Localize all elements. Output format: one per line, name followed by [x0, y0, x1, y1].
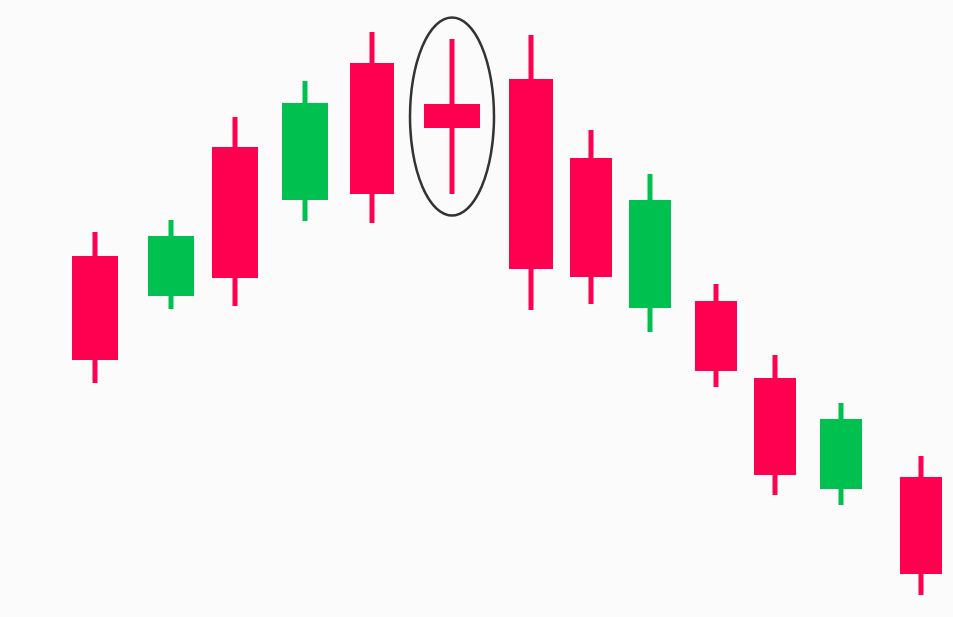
candle-body — [72, 256, 118, 360]
candle-12 — [820, 403, 862, 505]
candle-body — [424, 104, 480, 128]
candle-body — [629, 200, 671, 308]
highlight-circle — [408, 16, 496, 217]
candle-4 — [282, 81, 328, 221]
candle-body — [350, 63, 394, 194]
candle-7 — [509, 35, 553, 310]
candle-10 — [695, 284, 737, 387]
candle-9 — [629, 174, 671, 332]
candle-body — [148, 236, 194, 296]
candle-11 — [754, 355, 796, 495]
candle-13 — [900, 456, 942, 595]
candle-body — [212, 147, 258, 278]
candle-body — [820, 419, 862, 489]
candle-body — [509, 79, 553, 269]
candle-body — [570, 158, 612, 277]
candle-2 — [148, 220, 194, 309]
candle-body — [754, 378, 796, 475]
candle-5 — [350, 32, 394, 223]
candle-body — [900, 477, 942, 574]
candle-3 — [212, 117, 258, 306]
candle-body — [282, 103, 328, 200]
candle-6 — [424, 39, 480, 194]
candle-8 — [570, 130, 612, 304]
candle-body — [695, 301, 737, 371]
candle-1 — [72, 232, 118, 383]
